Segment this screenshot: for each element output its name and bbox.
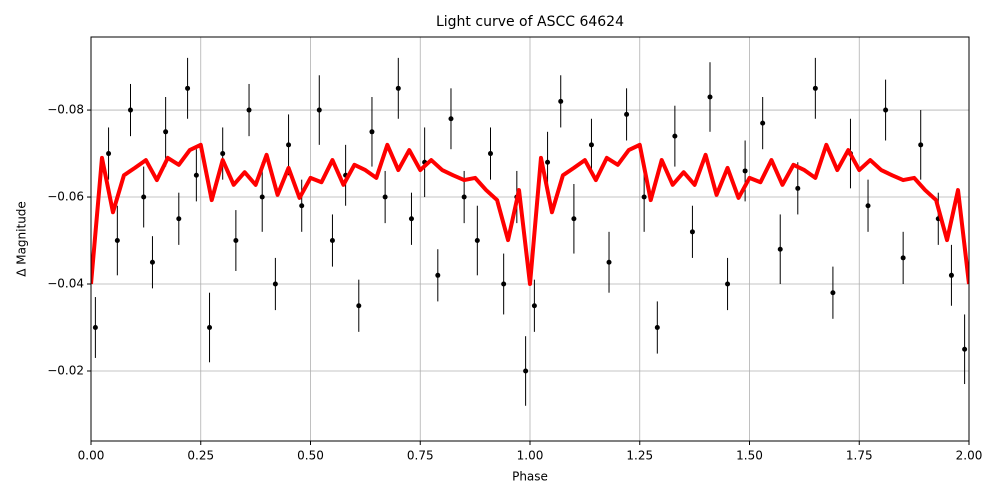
x-tick-label: 1.00	[517, 449, 544, 463]
data-point	[777, 246, 783, 252]
data-point	[545, 159, 551, 165]
data-point	[286, 142, 292, 148]
data-point	[272, 281, 278, 287]
data-point	[812, 85, 818, 91]
data-point	[742, 168, 748, 174]
x-tick-label: 2.00	[956, 449, 983, 463]
data-point	[435, 272, 441, 278]
data-point	[329, 238, 335, 244]
data-point	[246, 107, 252, 113]
y-tick-label: −0.04	[47, 277, 84, 291]
data-point	[193, 172, 199, 178]
data-point	[641, 194, 647, 200]
data-point	[408, 216, 414, 222]
data-point	[571, 216, 577, 222]
data-point	[382, 194, 388, 200]
x-tick-label: 0.50	[297, 449, 324, 463]
y-axis-label: Δ Magnitude	[15, 201, 29, 277]
data-point	[233, 238, 239, 244]
x-tick-label: 0.75	[407, 449, 434, 463]
data-point	[588, 142, 594, 148]
data-point	[830, 290, 836, 296]
data-point	[760, 120, 766, 126]
data-point	[865, 203, 871, 209]
data-point	[725, 281, 731, 287]
data-point	[114, 238, 120, 244]
data-point	[795, 185, 801, 191]
data-point	[962, 346, 968, 352]
plot-frame	[90, 36, 970, 442]
x-tick-label: 1.75	[846, 449, 873, 463]
data-point	[948, 272, 954, 278]
data-point	[149, 259, 155, 265]
y-tick-label: −0.08	[47, 103, 84, 117]
data-point	[207, 324, 213, 330]
data-point	[461, 194, 467, 200]
x-tick-label: 1.25	[626, 449, 653, 463]
model-line	[91, 142, 969, 287]
data-point	[689, 229, 695, 235]
data-point	[531, 303, 537, 309]
data-point	[141, 194, 147, 200]
data-point	[92, 324, 98, 330]
data-point	[299, 203, 305, 209]
data-point	[316, 107, 322, 113]
data-point	[883, 107, 889, 113]
data-point	[356, 303, 362, 309]
chart-title: Light curve of ASCC 64624	[436, 14, 624, 30]
data-point	[474, 238, 480, 244]
data-point	[185, 85, 191, 91]
data-point	[487, 151, 493, 157]
data-point	[501, 281, 507, 287]
data-point	[654, 324, 660, 330]
data-point	[558, 98, 564, 104]
data-point	[523, 368, 529, 374]
data-point	[163, 129, 169, 135]
data-point	[448, 116, 454, 122]
x-axis-label: Phase	[512, 470, 548, 484]
data-point	[395, 85, 401, 91]
data-point	[707, 94, 713, 100]
data-point	[369, 129, 375, 135]
x-tick-label: 1.50	[736, 449, 763, 463]
y-tick-label: −0.02	[47, 363, 84, 377]
data-point	[624, 111, 630, 117]
data-point	[220, 151, 226, 157]
x-tick-label: 0.25	[187, 449, 214, 463]
data-point	[900, 255, 906, 261]
data-point	[918, 142, 924, 148]
data-point	[176, 216, 182, 222]
data-point	[259, 194, 265, 200]
x-tick-label: 0.00	[78, 449, 105, 463]
data-point	[672, 133, 678, 139]
y-tick-label: −0.06	[47, 190, 84, 204]
data-point	[128, 107, 134, 113]
data-point	[106, 151, 112, 157]
data-point	[606, 259, 612, 265]
